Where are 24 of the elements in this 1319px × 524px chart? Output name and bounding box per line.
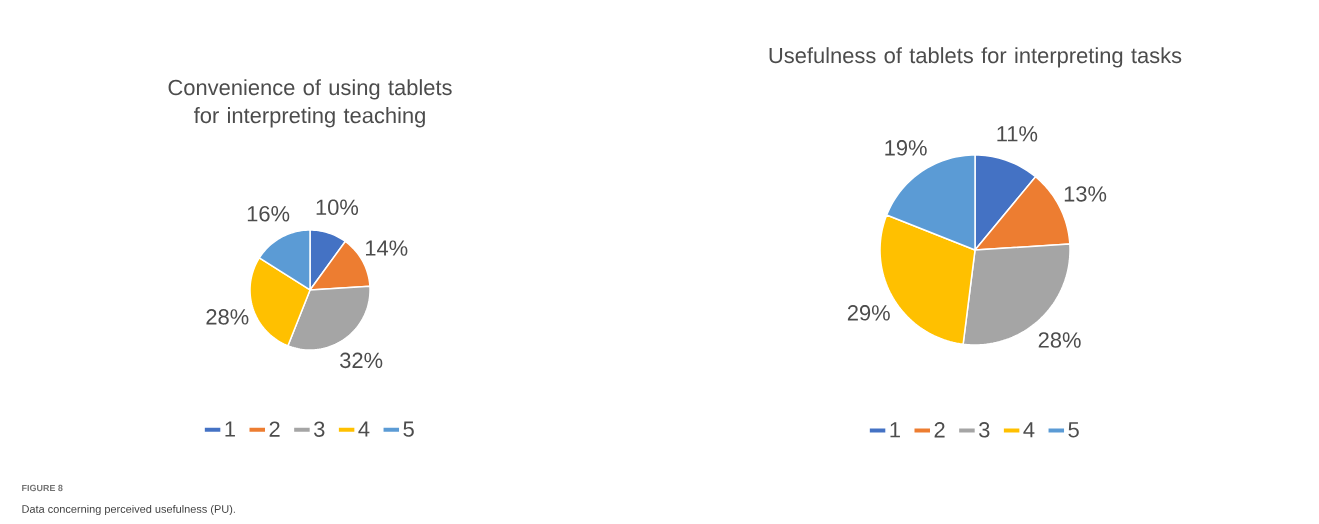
legend-label: 2 <box>269 421 280 437</box>
legend-label: 2 <box>934 422 945 438</box>
data-label: 11% <box>997 126 1038 142</box>
data-label: 14% <box>365 240 408 256</box>
legend-label: 1 <box>225 421 235 437</box>
data-label: 13% <box>1064 186 1107 202</box>
legend-label: 5 <box>1068 422 1079 438</box>
chart-title: Convenience of using tablets for interpreting teaching <box>168 79 452 128</box>
legend-label: 3 <box>314 421 325 437</box>
legend-label: 4 <box>358 421 370 437</box>
legend-label: 1 <box>890 422 900 438</box>
data-label: 16% <box>247 205 290 222</box>
data-label: 28% <box>1038 332 1081 348</box>
data-label: 28% <box>206 309 249 325</box>
caption: FIGURE 8 <box>22 484 63 492</box>
chart-title: Usefulness of tablets for interpreting tasks <box>769 47 1182 68</box>
text: Data concerning perceived usefulness (PU). <box>22 504 235 516</box>
legend-label: 5 <box>403 421 414 437</box>
data-label: 32% <box>340 352 383 369</box>
legend-label: 4 <box>1023 422 1035 438</box>
legend-label: 3 <box>979 422 990 438</box>
data-label: 10% <box>316 199 359 216</box>
data-label: 29% <box>847 305 890 321</box>
data-label: 19% <box>885 140 927 156</box>
